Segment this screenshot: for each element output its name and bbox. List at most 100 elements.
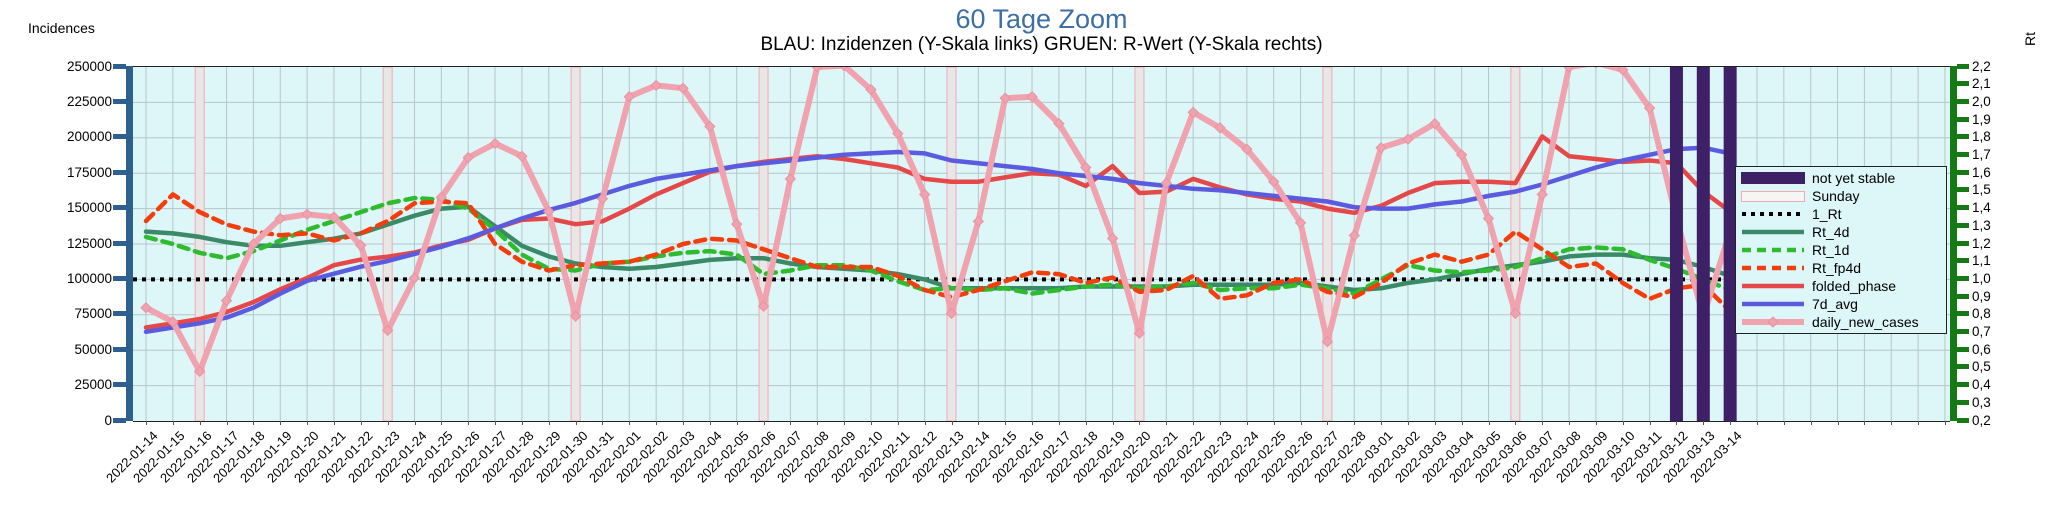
x-axis-tick: [1220, 421, 1221, 425]
x-axis-tick: [1837, 421, 1839, 425]
plot-svg: [133, 67, 1950, 421]
y-tick-label-right: 0,8: [1972, 306, 1991, 322]
y-tick-label-right: 0,3: [1972, 394, 1991, 410]
sunday-band: [946, 67, 957, 421]
legend-swatch-one_rt: [1741, 207, 1805, 221]
x-axis-tick: [1058, 421, 1060, 425]
x-axis-tick: [199, 421, 201, 425]
right-axis-title: Rt: [2022, 32, 2038, 46]
right-axis: [1950, 66, 1957, 421]
legend-item-sunday: Sunday: [1741, 188, 1941, 205]
daily-marker: [489, 137, 501, 150]
x-axis-tick: [1488, 421, 1490, 425]
legend-swatch-not_yet_stable: [1741, 172, 1805, 184]
daily-marker: [1187, 106, 1199, 119]
x-axis-tick: [1005, 421, 1007, 425]
y-tick-label-right: 1,2: [1972, 235, 1991, 251]
daily-marker: [1026, 91, 1038, 103]
x-axis-tick: [1515, 421, 1517, 425]
right-axis-tick: [1957, 364, 1969, 370]
x-axis-tick: [333, 421, 335, 425]
x-axis-tick: [1595, 421, 1597, 425]
daily-marker: [247, 238, 260, 250]
legend-swatch-sunday: [1741, 190, 1805, 202]
daily-marker: [1402, 133, 1414, 145]
daily-marker: [408, 272, 421, 284]
x-axis-tick: [1703, 421, 1705, 425]
legend-item-daily_new_cases: daily_new_cases: [1741, 314, 1941, 331]
right-axis-tick: [1957, 116, 1969, 122]
y-tick-label-right: 0,4: [1972, 377, 1991, 393]
not-yet-stable-band: [1696, 67, 1710, 421]
daily-marker: [328, 211, 340, 223]
daily-marker: [1160, 177, 1173, 189]
x-axis-tick: [1300, 421, 1302, 425]
y-tick-label-left: 100000: [66, 270, 112, 286]
daily-marker: [1594, 67, 1598, 69]
right-axis-tick: [1957, 275, 1969, 281]
x-axis-tick: [1434, 421, 1436, 425]
left-axis-tick: [113, 63, 126, 69]
daily-marker: [972, 215, 985, 228]
x-axis-tick: [951, 421, 953, 425]
legend-swatch-sevend_avg: [1741, 297, 1805, 311]
sunday-band: [758, 67, 769, 421]
chart-subtitle: BLAU: Inzidenzen (Y-Skala links) GRUEN: …: [760, 34, 1323, 55]
left-axis-tick: [113, 382, 126, 388]
left-axis-tick: [113, 98, 126, 104]
daily-marker: [730, 218, 743, 230]
y-tick-label-right: 2,1: [1972, 76, 1991, 92]
left-axis-tick: [113, 417, 126, 423]
legend-label-folded_phase: folded_phase: [1812, 278, 1897, 294]
x-axis-tick: [629, 421, 631, 425]
y-tick-label-left: 25000: [74, 377, 112, 393]
legend-label-one_rt: 1_Rt: [1812, 206, 1842, 222]
daily-marker: [1080, 161, 1092, 174]
x-axis-tick: [441, 421, 443, 425]
right-axis-tick: [1957, 152, 1969, 157]
x-axis-tick: [307, 421, 309, 425]
legend-item-not_yet_stable: not yet stable: [1741, 170, 1941, 187]
x-axis-tick: [1622, 421, 1624, 425]
y-tick-label-right: 1,0: [1972, 270, 1991, 286]
y-tick-label-left: 150000: [66, 200, 112, 216]
daily-marker: [623, 91, 636, 103]
x-axis-tick: [1918, 421, 1920, 425]
daily-marker: [435, 191, 448, 203]
right-axis-tick: [1957, 346, 1969, 352]
x-axis-tick: [1569, 421, 1571, 425]
x-axis-tick: [1944, 421, 1946, 425]
x-axis-tick: [602, 421, 604, 425]
x-axis-tick: [978, 421, 980, 425]
y-tick-label-right: 1,1: [1972, 253, 1991, 269]
daily-marker: [301, 208, 313, 220]
x-axis-tick: [1461, 421, 1463, 425]
daily-marker: [1241, 143, 1253, 155]
y-tick-label-right: 1,6: [1972, 164, 1991, 180]
legend-label-rt_4d: Rt_4d: [1812, 224, 1850, 240]
sunday-band: [1322, 67, 1333, 421]
y-tick-label-right: 1,9: [1972, 111, 1991, 127]
right-axis-tick: [1957, 311, 1969, 317]
x-axis-tick: [709, 421, 711, 425]
daily-marker: [1214, 122, 1226, 134]
x-axis-tick: [253, 421, 255, 425]
daily-marker: [220, 294, 233, 307]
legend-item-rt_1d: Rt_1d: [1741, 242, 1941, 259]
x-axis-tick: [172, 421, 174, 425]
legend-swatch-rt_4d: [1741, 225, 1805, 239]
x-axis-tick: [817, 421, 819, 425]
x-axis-tick: [1542, 421, 1544, 425]
x-axis-tick: [1166, 421, 1168, 425]
daily-marker: [784, 173, 797, 185]
x-axis-tick: [575, 421, 577, 425]
daily-marker: [167, 316, 179, 328]
daily-marker: [1294, 217, 1307, 229]
x-axis-tick: [924, 421, 926, 425]
daily-marker: [1267, 175, 1280, 188]
x-axis-tick: [1407, 421, 1409, 425]
x-axis-tick: [1381, 421, 1383, 425]
legend-label-sevend_avg: 7d_avg: [1812, 296, 1858, 312]
legend: not yet stable Sunday 1_Rt Rt_4d Rt_1d Rt_fp4…: [1735, 166, 1947, 334]
x-axis-tick: [280, 421, 282, 425]
